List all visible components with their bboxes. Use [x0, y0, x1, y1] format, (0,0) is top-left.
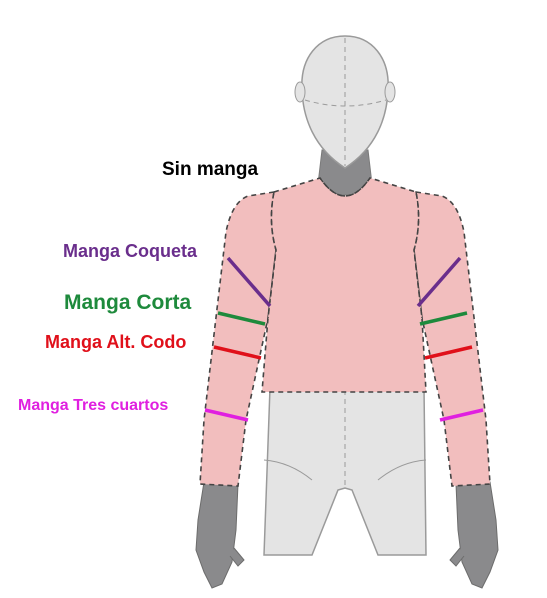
mannequin-head [294, 35, 396, 169]
label-three-quarter-sleeve: Manga Tres cuartos [18, 397, 168, 414]
label-short-sleeve: Manga Corta [64, 291, 192, 314]
three-quarter-sleeve-line-right [439, 408, 484, 422]
short-sleeve-line-left [217, 311, 266, 326]
right-sleeve [413, 191, 491, 487]
label-cap-sleeve: Manga Coqueta [63, 241, 198, 261]
mannequin-pants [263, 387, 427, 556]
left-armhole-seam [267, 191, 277, 319]
left-hand [195, 481, 245, 589]
label-elbow-sleeve: Manga Alt. Codo [45, 332, 186, 352]
right-hand [449, 481, 499, 589]
cap-sleeve-line-right [416, 256, 462, 308]
elbow-sleeve-line-left [213, 345, 262, 360]
garment-bodice [261, 177, 427, 393]
sleeve-length-markers [204, 256, 484, 422]
neckline-seam [319, 177, 371, 197]
left-sleeve [199, 191, 277, 487]
elbow-sleeve-line-right [424, 345, 473, 360]
three-quarter-sleeve-line-left [204, 408, 249, 422]
short-sleeve-line-right [419, 311, 468, 326]
cap-sleeve-line-left [226, 256, 272, 308]
label-sleeveless: Sin manga [162, 159, 259, 180]
right-armhole-seam [413, 191, 423, 319]
